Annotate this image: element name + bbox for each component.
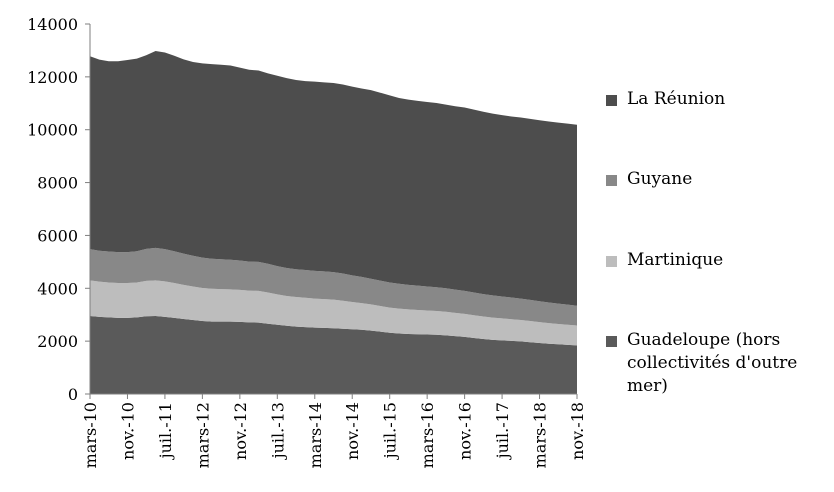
- x-tick-label: nov.-12: [231, 402, 250, 460]
- legend-label-la-reunion: La Réunion: [627, 89, 726, 109]
- area-series-la-reunion: [90, 50, 577, 306]
- x-tick-label: juil.-17: [493, 402, 512, 460]
- area-series-martinique: [90, 280, 577, 346]
- x-tick-label: juil.-15: [381, 402, 400, 460]
- x-tick-label: nov.-18: [568, 402, 587, 460]
- legend-swatch-la-reunion: [606, 95, 617, 106]
- legend-item-guadeloupe: Guadeloupe (hors collectivités d'outre m…: [606, 329, 827, 398]
- x-tick-label: mars-16: [418, 402, 437, 468]
- legend-item-martinique: Martinique: [606, 249, 827, 272]
- y-tick-label: 6000: [37, 226, 78, 245]
- area-series-guyane: [90, 247, 577, 326]
- x-tick-label: juil.-11: [156, 402, 175, 460]
- x-tick-label: nov.-16: [456, 402, 475, 460]
- legend-label-guadeloupe: Guadeloupe (hors collectivités d'outre m…: [627, 330, 798, 396]
- y-tick-label: 14000: [27, 15, 78, 34]
- y-tick-label: 10000: [27, 121, 78, 140]
- y-tick-label: 2000: [37, 332, 78, 351]
- x-tick-label: mars-12: [193, 402, 212, 468]
- axes: 0 2000 4000 6000 8000 10000 12000 14000 mars-10 n…: [27, 15, 587, 468]
- x-tick-label: mars-18: [531, 402, 550, 468]
- x-tick-label: mars-10: [81, 402, 100, 468]
- legend-item-guyane: Guyane: [606, 168, 827, 191]
- x-tick-label: juil.-13: [268, 402, 287, 460]
- legend-item-la-reunion: La Réunion: [606, 88, 827, 111]
- y-tick-label: 12000: [27, 68, 78, 87]
- y-tick-label: 8000: [37, 174, 78, 193]
- x-tick-label: mars-14: [306, 402, 325, 468]
- area-layer: [90, 50, 577, 394]
- legend-swatch-guadeloupe: [606, 336, 617, 347]
- y-tick-label: 4000: [37, 279, 78, 298]
- area-series-guadeloupe-hors-collectivites-d-outre-mer: [90, 316, 577, 394]
- x-tick-label: nov.-14: [343, 402, 362, 460]
- y-tick-label: 0: [68, 385, 78, 404]
- legend-label-guyane: Guyane: [627, 169, 693, 189]
- legend-label-martinique: Martinique: [627, 250, 724, 270]
- legend-swatch-martinique: [606, 256, 617, 267]
- legend-swatch-guyane: [606, 175, 617, 186]
- x-tick-label: nov.-10: [118, 402, 137, 460]
